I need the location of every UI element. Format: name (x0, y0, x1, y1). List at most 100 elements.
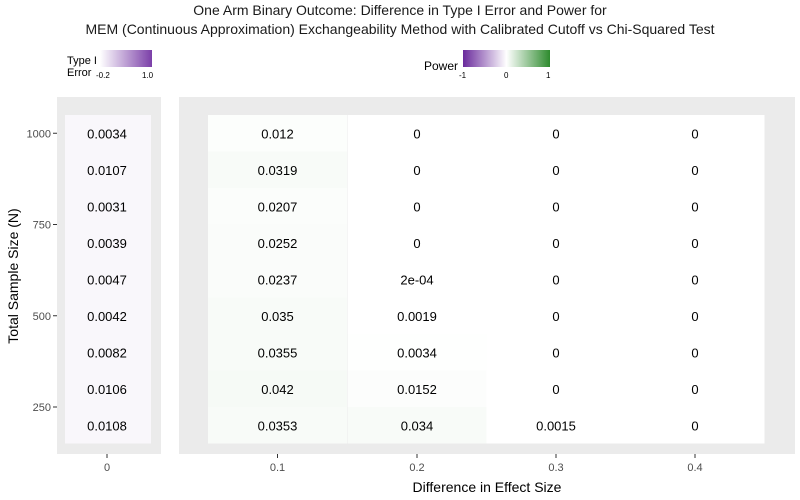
power-cell-label: 0 (691, 309, 698, 324)
x-tick-label: 0.3 (548, 462, 563, 474)
type1-cell-label: 0.0108 (87, 418, 127, 433)
y-tick-label: 250 (33, 402, 51, 414)
power-cell (208, 115, 347, 152)
power-cell-label: 0 (691, 199, 698, 214)
chart-title-line-1: One Arm Binary Outcome: Difference in Ty… (193, 2, 607, 18)
power-cell (486, 370, 626, 407)
power-cell-label: 2e-04 (400, 272, 433, 287)
power-cell (208, 370, 347, 407)
power-cell-label: 0.042 (261, 382, 294, 397)
x-tick-label: 0 (104, 462, 110, 474)
power-cell (625, 261, 765, 298)
type1-cell-label: 0.0034 (87, 126, 127, 141)
power-cell-label: 0.0252 (258, 236, 298, 251)
power-cell-label: 0.0353 (258, 418, 298, 433)
power-cell-label: 0 (552, 382, 559, 397)
type1-cell-label: 0.0106 (87, 382, 127, 397)
x-tick-label: 0.1 (270, 462, 285, 474)
power-cell-label: 0.0019 (397, 309, 437, 324)
type1-cell-label: 0.0107 (87, 163, 127, 178)
type1-legend-title-line-1: Type I (67, 55, 97, 67)
type1-cell-label: 0.0047 (87, 272, 127, 287)
power-cell (347, 297, 487, 334)
type1-cell (65, 188, 151, 225)
power-cell (486, 334, 626, 371)
x-axis-title: Difference in Effect Size (413, 479, 562, 495)
power-cell-label: 0 (552, 345, 559, 360)
y-tick-label: 1000 (27, 128, 51, 140)
power-cell (625, 115, 765, 152)
x-tick-label: 0.2 (409, 462, 424, 474)
x-tick-label: 0.4 (687, 462, 702, 474)
power-cell-label: 0.0152 (397, 382, 437, 397)
type1-cell (65, 261, 151, 298)
power-cell (486, 188, 626, 225)
type1-cell-label: 0.0039 (87, 236, 127, 251)
power-legend-colorbar (463, 50, 550, 67)
power-cell-label: 0.0237 (258, 272, 298, 287)
power-cell (486, 224, 626, 261)
power-cell-label: 0 (691, 236, 698, 251)
power-cell (486, 115, 626, 152)
power-cell (208, 224, 347, 261)
power-cell-label: 0 (691, 126, 698, 141)
power-cell (347, 334, 487, 371)
type1-cell-label: 0.0042 (87, 309, 127, 324)
power-cell (208, 261, 347, 298)
power-legend-title: Power (424, 59, 459, 73)
type1-legend-title-line-2: Error (67, 67, 92, 79)
y-axis-title: Total Sample Size (N) (5, 208, 21, 343)
type1-legend-colorbar (100, 50, 152, 67)
power-cell (625, 151, 765, 188)
power-cell-label: 0 (413, 236, 420, 251)
type1-cell (65, 224, 151, 261)
power-cell (625, 407, 765, 444)
type1-cell (65, 115, 151, 152)
chart-title-line-2: MEM (Continuous Approximation) Exchangea… (85, 21, 715, 37)
power-cell-label: 0.0207 (258, 199, 298, 214)
power-cell (208, 151, 347, 188)
power-cell (486, 151, 626, 188)
power-cell-label: 0.035 (261, 309, 294, 324)
type1-cell (65, 151, 151, 188)
power-cell (625, 370, 765, 407)
power-cell-label: 0 (691, 418, 698, 433)
power-cell-label: 0.012 (261, 126, 294, 141)
power-cell-label: 0 (552, 236, 559, 251)
power-cell (347, 224, 487, 261)
power-cell-label: 0 (552, 199, 559, 214)
power-cell-label: 0 (552, 163, 559, 178)
power-cell (625, 334, 765, 371)
power-cell (208, 407, 347, 444)
power-cell-label: 0 (413, 163, 420, 178)
power-cell-label: 0 (552, 309, 559, 324)
power-cell (208, 297, 347, 334)
type1-cell (65, 407, 151, 444)
power-legend-tick-mid: 0 (504, 71, 509, 80)
type1-cell-label: 0.0031 (87, 199, 127, 214)
power-legend-tick-high: 1 (546, 71, 551, 80)
power-legend-tick-low: -1 (459, 71, 467, 80)
power-cell (347, 115, 487, 152)
power-cell (486, 261, 626, 298)
power-cell-label: 0 (691, 272, 698, 287)
power-cell-label: 0 (691, 345, 698, 360)
power-cell-label: 0.0355 (258, 345, 298, 360)
type1-cell (65, 370, 151, 407)
y-tick-label: 500 (33, 311, 51, 323)
power-cell (486, 407, 626, 444)
power-cell-label: 0 (691, 382, 698, 397)
power-cell-label: 0 (552, 126, 559, 141)
y-tick-label: 750 (33, 220, 51, 232)
power-cell (347, 261, 487, 298)
power-cell-label: 0 (691, 163, 698, 178)
type1-legend-tick-low: -0.2 (96, 71, 110, 80)
type1-cell (65, 297, 151, 334)
type1-legend-tick-high: 1.0 (142, 71, 154, 80)
power-cell-label: 0 (413, 126, 420, 141)
power-cell (625, 188, 765, 225)
power-cell (347, 188, 487, 225)
power-cell (347, 151, 487, 188)
power-cell-label: 0.034 (401, 418, 434, 433)
